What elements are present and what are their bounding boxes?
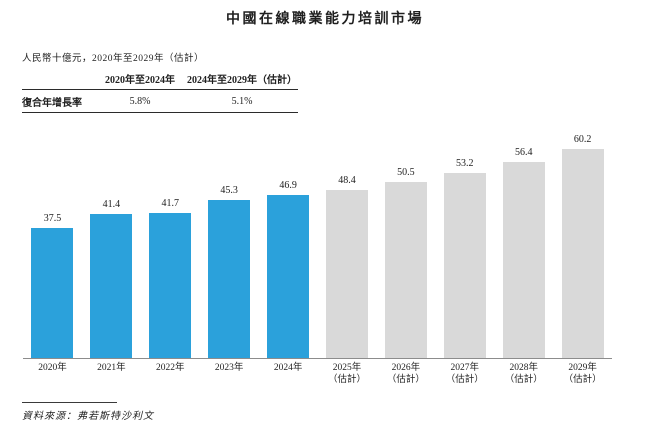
x-axis-labels: 2020年 2021年 2022年 2023年 2024年 2025年 （估計） 2026年 （… <box>23 362 612 386</box>
bar-2027年-estimate <box>443 172 486 358</box>
cagr-table: 2020年至2024年 2024年至2029年（估計） 復合年增長率 5.8% … <box>22 67 298 113</box>
bar-value-label: 50.5 <box>397 167 415 179</box>
x-axis-year: 2028年 <box>509 363 538 373</box>
bar-chart-plot-area: 37.5 41.4 41.7 45.3 46.9 48.4 50.5 53.2 56.4 60.2 <box>23 128 612 359</box>
x-axis-label-2025年: 2025年 （估計） <box>318 362 377 386</box>
x-axis-label-2024年: 2024年 <box>259 362 318 386</box>
bar-value-label: 37.5 <box>43 212 62 224</box>
source-divider-line <box>22 402 117 403</box>
bar-group-2020年: 37.5 <box>23 128 82 358</box>
bar-value-label: 46.9 <box>279 179 297 191</box>
bar-2024年 <box>267 194 310 358</box>
bar-2025年-estimate <box>325 189 368 358</box>
source-note: 資料來源：弗若斯特沙利文 <box>22 411 154 422</box>
x-axis-label-2020年: 2020年 <box>23 362 82 386</box>
x-axis-year: 2021年 <box>97 363 126 373</box>
cagr-row-label: 復合年增長率 <box>22 97 82 109</box>
cagr-table-header-row: 2020年至2024年 2024年至2029年（估計） <box>22 67 298 90</box>
bar-group-2027年: 53.2 <box>435 128 494 358</box>
cagr-header-period-2: 2024年至2029年（估計） <box>187 74 297 86</box>
x-axis-year: 2026年 <box>391 363 421 373</box>
bar-group-2026年: 50.5 <box>376 128 435 358</box>
bar-value-label: 45.3 <box>220 185 238 197</box>
x-axis-label-2021年: 2021年 <box>82 362 141 386</box>
bar-group-2028年: 56.4 <box>494 128 553 358</box>
bar-2029年-estimate <box>561 148 604 358</box>
x-axis-estimate-note: （估計） <box>563 375 602 385</box>
bar-2026年-estimate <box>384 182 427 358</box>
bar-value-label: 41.7 <box>161 197 180 209</box>
x-axis-label-2022年: 2022年 <box>141 362 200 386</box>
bar-2022年 <box>149 212 192 358</box>
bar-group-2025年: 48.4 <box>318 128 377 358</box>
bar-group-2024年: 46.9 <box>259 128 318 358</box>
x-axis-label-2029年: 2029年 （估計） <box>553 362 612 386</box>
bar-value-label: 60.2 <box>573 133 592 145</box>
x-axis-year: 2024年 <box>273 363 303 373</box>
x-axis-year: 2020年 <box>38 363 67 373</box>
bar-group-2022年: 41.7 <box>141 128 200 358</box>
x-axis-estimate-note: （估計） <box>327 375 366 385</box>
x-axis-estimate-note: （估計） <box>445 375 484 385</box>
bar-2020年 <box>31 227 74 358</box>
x-axis-year: 2029年 <box>568 363 597 373</box>
chart-unit-subtitle: 人民幣十億元，2020年至2029年（估計） <box>22 54 205 64</box>
bar-value-label: 56.4 <box>514 146 533 158</box>
x-axis-year: 2025年 <box>332 363 362 373</box>
x-axis-year: 2022年 <box>156 363 185 373</box>
bar-2028年-estimate <box>502 161 545 358</box>
x-axis-year: 2023年 <box>214 363 244 373</box>
x-axis-estimate-note: （估計） <box>386 375 425 385</box>
cagr-value-period-1: 5.8% <box>129 95 151 107</box>
bar-value-label: 53.2 <box>456 157 474 169</box>
x-axis-label-2028年: 2028年 （估計） <box>494 362 553 386</box>
bar-value-label: 41.4 <box>102 198 121 210</box>
x-axis-year: 2027年 <box>450 363 480 373</box>
bar-value-label: 48.4 <box>338 174 356 186</box>
cagr-value-period-2: 5.1% <box>231 95 253 107</box>
bar-group-2029年: 60.2 <box>553 128 612 358</box>
bar-group-2023年: 45.3 <box>200 128 259 358</box>
page-title: 中國在線職業能力培訓市場 <box>226 12 424 27</box>
x-axis-label-2026年: 2026年 （估計） <box>376 362 435 386</box>
bar-group-2021年: 41.4 <box>82 128 141 358</box>
x-axis-estimate-note: （估計） <box>504 375 543 385</box>
cagr-table-data-row: 復合年增長率 5.8% 5.1% <box>22 90 298 113</box>
x-axis-label-2023年: 2023年 <box>200 362 259 386</box>
cagr-header-period-1: 2020年至2024年 <box>105 74 175 86</box>
bar-2023年 <box>208 200 251 358</box>
bar-2021年 <box>90 213 133 358</box>
x-axis-label-2027年: 2027年 （估計） <box>435 362 494 386</box>
